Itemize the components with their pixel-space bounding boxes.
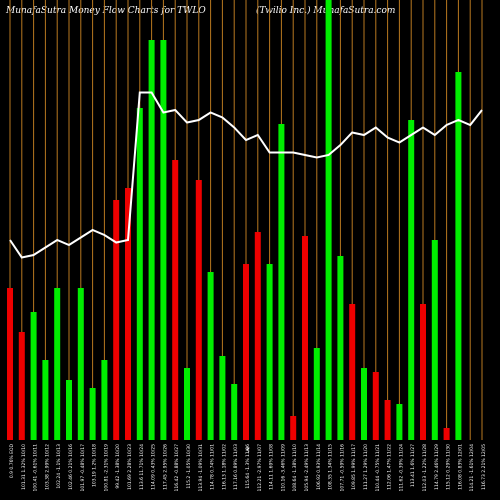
money-flow-bar [431, 240, 438, 440]
money-flow-bar [89, 388, 96, 440]
money-flow-bar [66, 380, 72, 440]
x-tick-label: 113.41 1.6% 11/27 [410, 444, 416, 487]
x-tick-label: 109.85 1.99% 11/17 [351, 444, 357, 490]
x-tick-label: 102.46 0.21% 10/16 [68, 444, 74, 490]
x-tick-label: 115.64 -1.3% 11/06 [245, 444, 251, 489]
money-flow-bar [455, 72, 462, 440]
money-flow-bar [30, 312, 37, 440]
x-tick-label: 115.12 0.29% 11/30 [446, 444, 452, 490]
money-flow-bar [313, 348, 320, 440]
money-flow-bar [243, 264, 249, 440]
money-flow-bar [420, 304, 426, 440]
money-flow-bar [113, 200, 120, 440]
x-tick-label: 113.94 -1.09% 10/31 [198, 444, 204, 492]
x-tick-label: 107.71 -0.59% 11/16 [339, 444, 345, 492]
money-flow-bar [290, 416, 297, 440]
money-flow-bar [408, 120, 415, 440]
x-tick-label: 117.16 0.89% 11/03 [233, 444, 239, 490]
money-flow-bar [42, 360, 49, 440]
x-tick-label: 111.62 -0.39% 11/24 [398, 444, 404, 492]
money-flow-bar [266, 264, 273, 440]
x-tick-label: 101.69 2.28% 10/23 [127, 444, 133, 490]
x-tick-label: 114.09 0.43% 10/25 [151, 444, 157, 490]
currency-mark: ₹ [246, 447, 250, 454]
money-flow-bar [7, 288, 13, 440]
x-tick-label: 110.44 -0.75% 11/21 [375, 444, 381, 492]
money-flow-bar [160, 40, 167, 440]
x-tick-label: 112.21 -2.97% 11/07 [257, 444, 263, 492]
x-tick-label: 115.2 -1.05% 10/30 [186, 444, 192, 489]
x-tick-label: 112.03 -1.22% 11/28 [422, 444, 428, 492]
x-tick-label: 100.41 -0.61% 10/11 [33, 444, 39, 492]
x-tick-label: 101.97 -0.48% 10/17 [80, 444, 86, 492]
x-tick-label: 100.81 -2.31% 10/19 [103, 444, 109, 492]
x-tick-label: 113.6 11.71% 10/24 [139, 444, 145, 490]
x-tick-label: 103.19 1.2% 10/18 [92, 444, 98, 487]
money-flow-bar [254, 232, 261, 440]
x-tick-label: 114.78 0.74% 11/01 [210, 444, 216, 490]
money-flow-line [9, 91, 483, 259]
money-flow-bar [172, 160, 179, 440]
money-flow-bar [325, 0, 332, 440]
money-flow-bar [361, 368, 367, 440]
x-tick-label: 114.11 1.69% 11/08 [269, 444, 275, 490]
x-tick-label: 101.31 1.32% 10/10 [21, 444, 27, 490]
x-tick-label: 114.79 2.46% 11/29 [434, 444, 440, 490]
money-flow-bar [443, 428, 450, 440]
money-flow-bar [396, 404, 403, 440]
x-tick-label: 116.42 -0.88% 10/27 [174, 444, 180, 492]
x-tick-label: 110.16 -3.46% 11/09 [280, 444, 286, 492]
x-tick-label: 108.64 -1.38% 11/10 [292, 444, 298, 492]
x-tick-label: 116.73 2.21% 12/05 [481, 444, 487, 490]
x-tick-label: 116.08 0.83% 12/01 [457, 444, 463, 490]
money-flow-bar [101, 360, 108, 440]
money-flow-bar [207, 272, 214, 440]
money-flow-bar [278, 124, 285, 440]
x-tick-label: 102.24 -1.1% 10/13 [56, 444, 62, 489]
money-flow-bar [136, 108, 143, 440]
x-tick-label: 99.42 -1.38% 10/20 [115, 444, 121, 489]
money-flow-bar [302, 236, 308, 440]
x-tick-label: 116.13 1.18% 11/02 [221, 444, 227, 490]
money-flow-bar [384, 400, 391, 440]
x-tick-label: 0.9 0.76% EOD [9, 443, 15, 478]
money-flow-bar [54, 288, 61, 440]
money-flow-bar [219, 356, 226, 440]
x-tick-label: 108.35 1.34% 11/15 [328, 444, 334, 490]
x-tick-label: 111.27 1.29% 11/20 [363, 444, 369, 490]
money-flow-bar [372, 372, 379, 440]
x-tick-label: 106.92 0.93% 11/14 [316, 444, 322, 490]
money-flow-bar [337, 256, 344, 440]
money-flow-bar [195, 180, 202, 440]
money-flow-bar [77, 288, 84, 440]
money-flow-bar [349, 304, 356, 440]
x-tick-label: 105.94 -2.49% 11/13 [304, 444, 310, 492]
money-flow-bar [184, 368, 190, 440]
money-flow-bar [125, 188, 131, 440]
money-flow-bar [18, 332, 25, 440]
chart-header-left: MunafaSutra Money Flow Charts for TWLO [6, 6, 206, 16]
x-tick-label: 117.45 2.95% 10/26 [162, 444, 168, 490]
x-tick-label: 103.38 2.99% 10/12 [44, 444, 50, 490]
money-flow-bar [231, 384, 238, 440]
x-tick-label: 114.21 -1.61% 12/04 [469, 444, 475, 492]
money-flow-bar [148, 40, 155, 440]
x-tick-label: 112.06 1.47% 11/22 [387, 444, 393, 490]
